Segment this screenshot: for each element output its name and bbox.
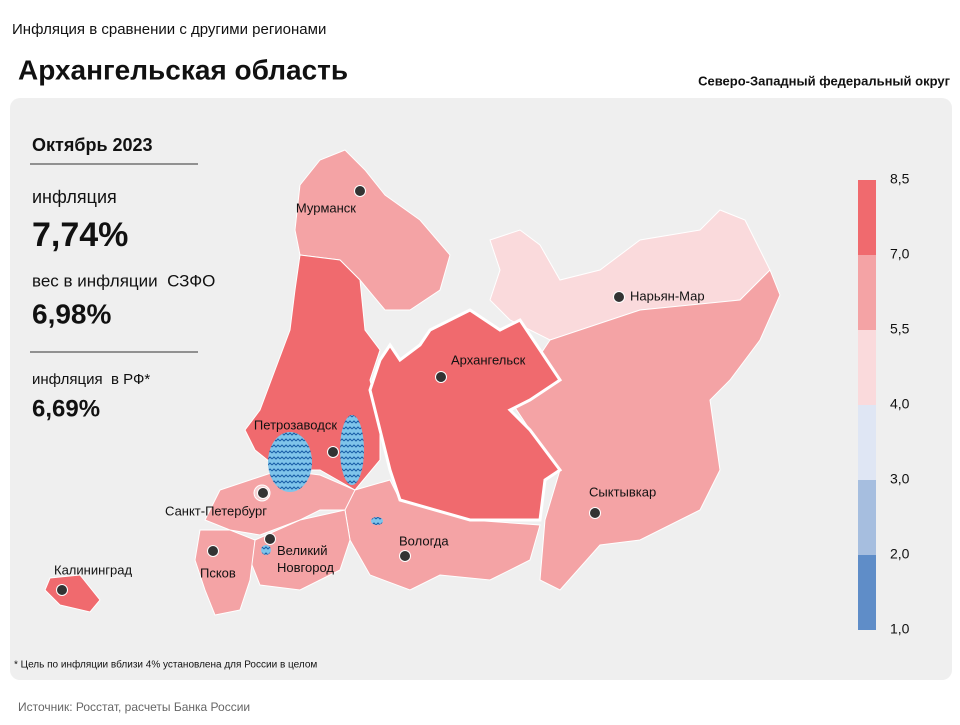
city-label: Сыктывкар <box>589 484 656 499</box>
map <box>44 149 781 616</box>
city-label: Псков <box>200 565 236 580</box>
city-label: Мурманск <box>296 200 356 215</box>
city-dot <box>613 291 625 303</box>
city-label: Архангельск <box>451 352 526 367</box>
legend-swatch <box>858 480 876 555</box>
lake <box>340 415 364 485</box>
lake <box>268 432 312 492</box>
legend-label: 7,0 <box>890 246 910 262</box>
city-label: Великий Новгород <box>277 543 334 575</box>
lake <box>371 517 383 525</box>
footnote: * Цель по инфляции вблизи 4% установлена… <box>14 659 317 671</box>
weight-label: вес в инфляции СЗФО <box>32 271 215 290</box>
legend-label: 1,0 <box>890 621 910 637</box>
city-dot <box>264 533 276 545</box>
legend-label: 8,5 <box>890 171 910 187</box>
city-dot <box>589 507 601 519</box>
city-label: Петрозаводск <box>254 417 337 432</box>
city-dot <box>435 371 447 383</box>
city-dot <box>354 185 366 197</box>
region <box>249 509 351 591</box>
legend-label: 2,0 <box>890 546 910 562</box>
city-label: Калининград <box>54 562 132 577</box>
region-highlight <box>368 308 563 522</box>
region <box>44 574 101 613</box>
rf-value: 6,69% <box>32 395 100 422</box>
legend-swatch <box>858 405 876 480</box>
city-label: Нарьян-Мар <box>630 288 705 303</box>
city-dot <box>207 545 219 557</box>
period: Октябрь 2023 <box>32 135 153 155</box>
rf-label: инфляция в РФ* <box>32 371 150 388</box>
inflation-label: инфляция <box>32 187 117 207</box>
title: Архангельская область <box>18 54 348 85</box>
city-dot <box>257 487 269 499</box>
legend-swatch <box>858 255 876 330</box>
legend-swatch <box>858 555 876 630</box>
city-dot <box>327 446 339 458</box>
lake <box>261 545 271 555</box>
kicker: Инфляция в сравнении с другими регионами <box>12 21 326 38</box>
legend-label: 4,0 <box>890 396 910 412</box>
city-label: Санкт-Петербург <box>165 503 267 518</box>
district: Северо-Западный федеральный округ <box>698 73 950 88</box>
legend-swatch <box>858 180 876 255</box>
weight-value: 6,98% <box>32 298 111 329</box>
legend-swatch <box>858 330 876 405</box>
city-dot <box>56 584 68 596</box>
legend-label: 3,0 <box>890 471 910 487</box>
legend-label: 5,5 <box>890 321 910 337</box>
city-dot <box>399 550 411 562</box>
source: Источник: Росстат, расчеты Банка России <box>18 700 250 714</box>
inflation-value: 7,74% <box>32 216 128 254</box>
city-label: Вологда <box>399 533 449 548</box>
